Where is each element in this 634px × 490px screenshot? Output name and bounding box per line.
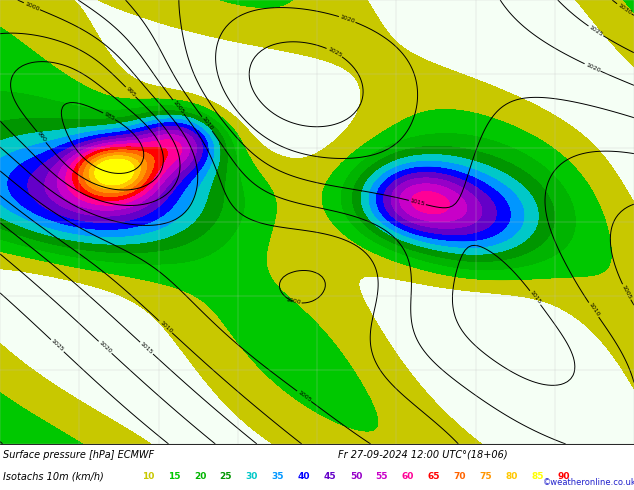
Text: Fr 27-09-2024 12:00 UTC°(18+06): Fr 27-09-2024 12:00 UTC°(18+06) [338,450,508,460]
Text: 1000: 1000 [23,1,40,12]
Text: Surface pressure [hPa] ECMWF: Surface pressure [hPa] ECMWF [3,450,154,460]
Text: 985: 985 [103,111,115,121]
Text: 15: 15 [168,472,180,482]
Text: 1005: 1005 [172,99,185,115]
Text: 65: 65 [428,472,440,482]
Text: 1020: 1020 [585,62,601,73]
Text: 1020: 1020 [98,340,113,354]
Text: 75: 75 [480,472,493,482]
Text: 1000: 1000 [285,297,301,305]
Text: ©weatheronline.co.uk: ©weatheronline.co.uk [543,479,634,488]
Text: 60: 60 [402,472,414,482]
Text: 40: 40 [298,472,310,482]
Text: 25: 25 [220,472,232,482]
Text: 30: 30 [246,472,258,482]
Text: 70: 70 [454,472,466,482]
Text: 1010: 1010 [158,320,173,334]
Text: 1010: 1010 [587,302,600,318]
Text: 45: 45 [324,472,336,482]
Text: 80: 80 [506,472,518,482]
Text: 1030: 1030 [616,2,632,16]
Text: 1020: 1020 [339,14,356,24]
Text: 1010: 1010 [200,116,214,132]
Text: 50: 50 [350,472,362,482]
Text: 1005: 1005 [621,284,632,300]
Text: Isotachs 10m (km/h): Isotachs 10m (km/h) [3,472,104,482]
Text: 1015: 1015 [409,198,425,207]
Text: 1025: 1025 [588,24,604,37]
Text: 1025: 1025 [327,47,342,58]
Text: 85: 85 [532,472,544,482]
Text: 1015: 1015 [139,341,154,355]
Text: 55: 55 [376,472,388,482]
Text: 90: 90 [558,472,570,482]
Text: 35: 35 [272,472,284,482]
Text: 995: 995 [125,86,136,98]
Text: 1015: 1015 [529,290,542,305]
Text: 20: 20 [194,472,206,482]
Text: 10: 10 [142,472,154,482]
Text: 1005: 1005 [297,390,312,403]
Text: 990: 990 [36,131,47,143]
Text: 1025: 1025 [50,339,65,353]
